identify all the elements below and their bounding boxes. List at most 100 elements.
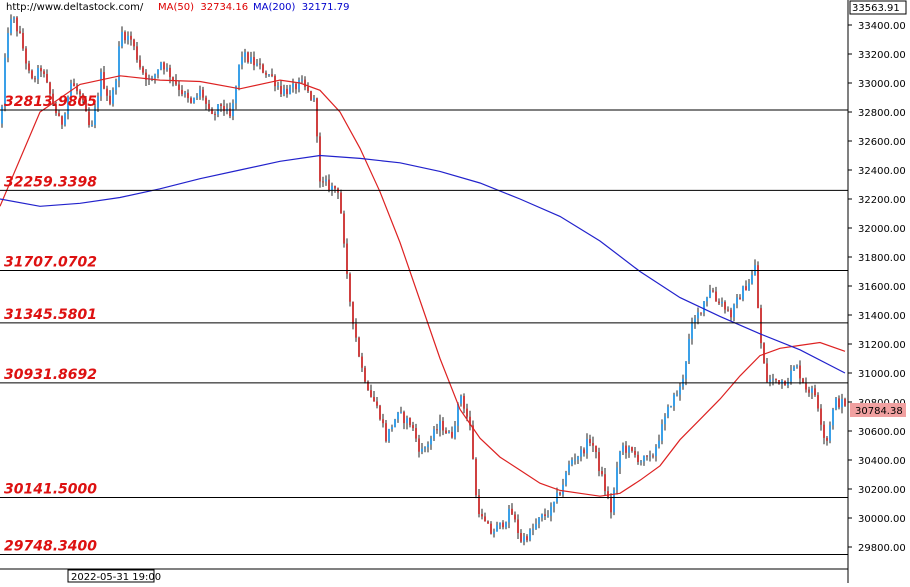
candle-down bbox=[727, 309, 729, 311]
y-tick-label: 32800.00 bbox=[858, 108, 906, 119]
level-label: 30141.5000 bbox=[4, 481, 97, 497]
candle-up bbox=[430, 438, 432, 445]
candle-down bbox=[817, 395, 819, 409]
candle-down bbox=[592, 443, 594, 446]
candle-up bbox=[577, 456, 579, 460]
candle-up bbox=[193, 97, 195, 103]
candle-down bbox=[346, 243, 348, 274]
candle-up bbox=[391, 427, 393, 429]
candle-up bbox=[13, 17, 15, 20]
candle-up bbox=[535, 523, 537, 529]
candle-up bbox=[667, 406, 669, 417]
candle-up bbox=[112, 90, 114, 104]
candle-down bbox=[631, 447, 633, 451]
candle-down bbox=[724, 301, 726, 310]
candle-up bbox=[574, 459, 576, 461]
y-tick-label: 32600.00 bbox=[858, 137, 906, 148]
candle-up bbox=[697, 312, 699, 319]
y-tick-label: 30400.00 bbox=[858, 456, 906, 467]
candle-down bbox=[379, 405, 381, 420]
candle-down bbox=[322, 181, 324, 183]
candle-down bbox=[637, 454, 639, 462]
candle-down bbox=[820, 408, 822, 425]
level-label: 32259.3398 bbox=[4, 174, 97, 190]
candle-up bbox=[313, 98, 315, 100]
candle-down bbox=[418, 438, 420, 452]
ma50-line bbox=[0, 75, 846, 497]
candle-down bbox=[478, 495, 480, 515]
candle-up bbox=[658, 440, 660, 447]
candle-down bbox=[229, 108, 231, 117]
candle-down bbox=[16, 17, 18, 32]
current-price-label: 30784.38 bbox=[855, 406, 903, 417]
y-tick-label: 30600.00 bbox=[858, 427, 906, 438]
candle-down bbox=[262, 64, 264, 73]
candle-down bbox=[79, 91, 81, 95]
candle-up bbox=[121, 32, 123, 47]
candle-down bbox=[712, 290, 714, 292]
candle-down bbox=[340, 192, 342, 214]
candle-down bbox=[319, 136, 321, 182]
candle-up bbox=[661, 424, 663, 441]
candle-down bbox=[49, 82, 51, 94]
candle-down bbox=[760, 308, 762, 344]
candle-down bbox=[169, 67, 171, 78]
candle-down bbox=[343, 213, 345, 244]
date-label-box bbox=[67, 569, 155, 583]
candle-down bbox=[775, 378, 777, 381]
candle-up bbox=[550, 506, 552, 516]
candle-up bbox=[268, 74, 270, 76]
candle-down bbox=[451, 431, 453, 438]
candle-up bbox=[688, 338, 690, 362]
candle-down bbox=[814, 388, 816, 396]
candle-down bbox=[88, 111, 90, 126]
candle-down bbox=[307, 86, 309, 92]
candle-down bbox=[40, 68, 42, 72]
candle-down bbox=[328, 179, 330, 190]
candle-up bbox=[37, 68, 39, 80]
candle-down bbox=[598, 452, 600, 472]
candle-up bbox=[685, 361, 687, 379]
candle-down bbox=[466, 408, 468, 417]
candle-down bbox=[190, 98, 192, 103]
candle-down bbox=[487, 521, 489, 524]
candle-up bbox=[217, 104, 219, 115]
candle-up bbox=[790, 370, 792, 382]
candle-down bbox=[604, 474, 606, 492]
candle-down bbox=[208, 103, 210, 110]
candle-up bbox=[397, 412, 399, 420]
candle-down bbox=[367, 381, 369, 391]
y-tick-label: 31200.00 bbox=[858, 340, 906, 351]
candle-down bbox=[286, 88, 288, 95]
candle-up bbox=[616, 467, 618, 490]
candle-down bbox=[142, 67, 144, 73]
candle-up bbox=[751, 274, 753, 284]
candle-up bbox=[664, 416, 666, 425]
candle-up bbox=[532, 528, 534, 530]
candle-down bbox=[187, 92, 189, 99]
candle-up bbox=[580, 449, 582, 457]
candle-down bbox=[223, 105, 225, 112]
candle-up bbox=[619, 451, 621, 468]
candle-up bbox=[772, 378, 774, 380]
candle-down bbox=[517, 519, 519, 534]
candle-up bbox=[457, 403, 459, 426]
candle-down bbox=[526, 536, 528, 541]
candle-down bbox=[409, 417, 411, 426]
candle-down bbox=[700, 312, 702, 314]
candle-up bbox=[67, 96, 69, 115]
candle-down bbox=[646, 455, 648, 457]
candle-down bbox=[463, 395, 465, 409]
candle-up bbox=[505, 522, 507, 528]
current-price-box bbox=[850, 403, 906, 417]
candle-up bbox=[493, 531, 495, 534]
candle-up bbox=[709, 290, 711, 298]
top-price-label: 33563.91 bbox=[852, 3, 900, 14]
candle-down bbox=[265, 72, 267, 75]
candle-down bbox=[271, 74, 273, 76]
y-tick-label: 32400.00 bbox=[858, 166, 906, 177]
y-tick-label: 30200.00 bbox=[858, 485, 906, 496]
candle-up bbox=[640, 461, 642, 463]
candle-down bbox=[214, 113, 216, 115]
candle-up bbox=[538, 517, 540, 524]
